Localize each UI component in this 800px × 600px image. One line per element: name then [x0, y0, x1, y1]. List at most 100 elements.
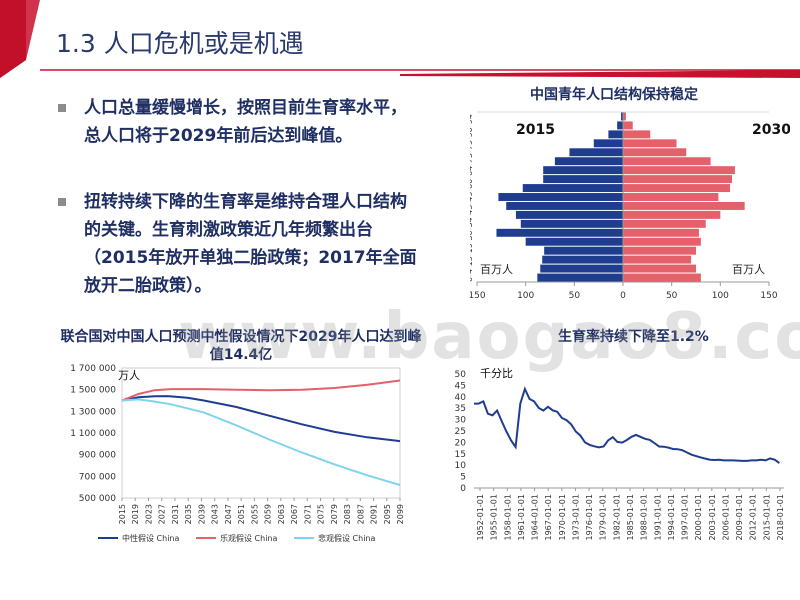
projection-plot-area: [121, 367, 401, 499]
projection-chart: 1 700 000 1 500 000 1 300 000 1 100 000 900 …: [70, 364, 405, 543]
pyramid-x-tick-label: 150: [470, 291, 486, 301]
birthrate-y-tick-label: 50: [455, 370, 467, 380]
pyramid-bar-2030: [623, 184, 731, 193]
birthrate-y-tick-label: 15: [455, 450, 466, 460]
pyramid-bar-2015: [515, 210, 623, 219]
pyramid-bar-2015: [498, 193, 623, 201]
pyramid-bar-2015: [621, 112, 623, 121]
birthrate-unit: 千分比: [480, 367, 513, 380]
pyramid-unit-right: 百万人: [732, 263, 765, 276]
projection-x-tick-label: 2091: [370, 504, 379, 524]
birthrate-y-tick-label: 30: [455, 416, 467, 426]
birthrate-x-tick-label: 2006-01-01: [721, 494, 730, 541]
projection-x-tick-label: 2067: [290, 504, 299, 524]
projection-x-tick-label: 2023: [144, 504, 153, 524]
birthrate-y-tick-label: 10: [455, 461, 467, 471]
pyramid-bar-2030: [623, 112, 626, 121]
projection-legend-label: 乐观假设 China: [220, 533, 277, 543]
pyramid-bar-2030: [623, 139, 677, 148]
bullet-fertility: 扭转持续下降的生育率是维持合理人口结构的关键。生育刺激政策近几年频繁出台（201…: [58, 188, 418, 300]
pyramid-bar-2015: [542, 255, 623, 264]
birthrate-x-tick-label: 1961-01-01: [517, 494, 526, 541]
birthrate-x-tick-label: 1976-01-01: [585, 494, 594, 541]
pyramid-bar-2030: [623, 201, 745, 210]
projection-series-line: [121, 395, 401, 443]
pyramid-unit-left: 百万人: [480, 263, 513, 276]
birthrate-x-tick-label: 1952-01-01: [476, 494, 485, 541]
birthrate-y-tick-label: 5: [460, 473, 466, 483]
birthrate-y-tick-label: 45: [455, 381, 466, 391]
pyramid-bar-2015: [496, 228, 623, 237]
pyramid-bar-2015: [522, 184, 623, 193]
projection-x-tick-label: 2027: [158, 504, 167, 524]
birthrate-x-tick-label: 2009-01-01: [735, 494, 744, 541]
projection-x-tick-label: 2055: [250, 504, 259, 524]
birthrate-x-tick-label: 1988-01-01: [640, 494, 649, 541]
pyramid-label-2015: 2015: [516, 122, 555, 138]
pyramid-bar-2015: [543, 166, 623, 175]
projection-x-tick-label: 2087: [356, 504, 365, 524]
birthrate-x-tick-label: 2003-01-01: [708, 494, 717, 541]
pyramid-title: 中国青年人口结构保持稳定: [530, 87, 698, 103]
projection-series-line: [121, 379, 401, 402]
pyramid-x-tick-label: 50: [569, 291, 581, 301]
birthrate-y-tick-label: 25: [455, 427, 466, 437]
projection-x-tick-label: 2095: [383, 504, 392, 524]
pyramid-age-label: 0-4 15-19 30-34 45-49 60-64 75-79 90-94: [470, 114, 474, 282]
pyramid-bar-2030: [623, 210, 721, 219]
page-title: 1.3 人口危机或是机遇: [56, 29, 304, 58]
bullet-marker: [58, 198, 66, 206]
projection-x-tick-label: 2039: [197, 504, 206, 524]
birthrate-x-tick-label: 1997-01-01: [681, 494, 690, 541]
pyramid-bar-2030: [623, 166, 735, 175]
pyramid-bar-2015: [540, 264, 623, 273]
pyramid-bar-2030: [623, 175, 733, 184]
header-decoration: [0, 0, 800, 78]
projection-x-tick-label: 2063: [277, 504, 286, 524]
bullet-text: 人口总量缓慢增长，按照目前生育率水平，总人口将于2029年前后达到峰值。: [84, 98, 407, 146]
projection-x-tick-label: 2079: [330, 504, 339, 524]
projection-title: 联合国对中国人口预测中性假设情况下2029年人口达到峰值14.4亿: [60, 329, 422, 363]
pyramid-bar-2015: [520, 219, 623, 228]
pyramid-bar-2015: [617, 121, 623, 130]
projection-x-tick-label: 2015: [118, 504, 127, 524]
pyramid-bar-2030: [623, 193, 719, 201]
pyramid-bar-2015: [525, 237, 623, 246]
pyramid-bar-2030: [623, 219, 706, 228]
projection-x-tick-label: 2099: [396, 504, 405, 524]
pyramid-bar-2030: [623, 157, 711, 166]
pyramid-bar-2015: [569, 148, 623, 157]
pyramid-x-tick-label: 100: [712, 291, 729, 301]
pyramid-bar-2030: [623, 228, 699, 237]
projection-y-tick-label: 500 000: [79, 494, 116, 504]
pyramid-label-2030: 2030: [752, 122, 790, 138]
birthrate-x-tick-label: 1970-01-01: [558, 494, 567, 541]
projection-y-tick-label: 1 500 000: [70, 386, 116, 396]
projection-y-tick-label: 1 300 000: [70, 407, 116, 417]
projection-x-tick-label: 2019: [131, 504, 140, 524]
pyramid-bar-2030: [623, 264, 696, 273]
bullet-marker: [58, 104, 66, 112]
birthrate-x-tick-label: 1982-01-01: [612, 494, 621, 541]
birthrate-x-tick-label: 2015-01-01: [762, 494, 771, 541]
pyramid-bar-2015: [543, 175, 623, 184]
birthrate-x-tick-label: 1964-01-01: [531, 494, 540, 541]
birthrate-y-tick-label: 0: [460, 484, 466, 494]
birthrate-x-tick-label: 1994-01-01: [667, 494, 676, 541]
birthrate-x-tick-label: 2018-01-01: [776, 494, 785, 541]
projection-x-tick-label: 2047: [224, 504, 233, 524]
birthrate-series-line: [474, 386, 780, 464]
birthrate-y-tick-label: 20: [455, 438, 467, 448]
projection-x-tick-label: 2075: [317, 504, 326, 524]
projection-x-tick-label: 2031: [171, 504, 180, 524]
bullet-text: 扭转持续下降的生育率是维持合理人口结构的关键。生育刺激政策近几年频繁出台（201…: [84, 192, 417, 296]
pyramid-bar-2015: [506, 201, 623, 210]
projection-x-tick-label: 2035: [184, 504, 193, 524]
bullet-population: 人口总量缓慢增长，按照目前生育率水平，总人口将于2029年前后达到峰值。: [58, 94, 418, 150]
projection-x-tick-label: 2071: [303, 504, 312, 524]
birthrate-title: 生育率持续下降至1.2%: [558, 329, 709, 345]
pyramid-chart: 150 100 50 0 50 100 150 2015 2030 百万人 百万人 0-4 15-19…: [470, 111, 790, 301]
birthrate-x-tick-label: 1979-01-01: [599, 494, 608, 541]
birthrate-x-tick-label: 1955-01-01: [490, 494, 499, 541]
pyramid-bar-2030: [623, 237, 701, 246]
